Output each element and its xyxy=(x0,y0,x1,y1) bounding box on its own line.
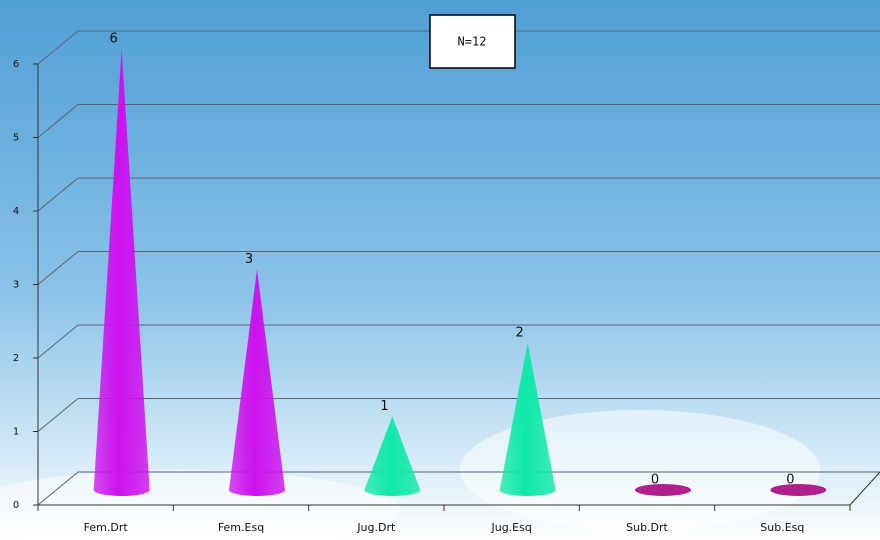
floor-edge xyxy=(849,471,880,506)
plot: 0 1 2 3 4 5 6 Fem.Drt 6 Fem.Esq 3 Jug.Drt 1 Jug.Esq 2 S… xyxy=(13,30,880,534)
value-label: 6 xyxy=(110,32,118,47)
x-tick-label: Sub.Esq xyxy=(760,521,804,534)
grid-line xyxy=(37,30,79,65)
cone xyxy=(364,416,421,497)
y-tick-label: 5 xyxy=(13,133,19,144)
x-tick-label: Fem.Drt xyxy=(84,521,129,534)
y-tick-label: 0 xyxy=(13,500,19,511)
value-label: 3 xyxy=(245,252,253,267)
cloud xyxy=(460,410,820,530)
value-label: 0 xyxy=(651,473,659,488)
y-tick-label: 3 xyxy=(13,280,19,291)
x-tick-label: Sub.Drt xyxy=(626,521,668,534)
y-tick-label: 2 xyxy=(13,353,19,364)
annotation-box xyxy=(429,14,516,69)
grid-line xyxy=(37,471,79,506)
x-tick-label: Jug.Drt xyxy=(356,521,396,534)
x-tick-label: Fem.Esq xyxy=(218,521,264,534)
grid-line xyxy=(37,177,79,212)
y-tick-label: 1 xyxy=(13,427,19,438)
grid-line xyxy=(37,398,79,432)
cone xyxy=(499,343,556,496)
cone xyxy=(93,49,150,496)
cone xyxy=(635,484,691,496)
x-tick-label: Jug.Esq xyxy=(490,521,531,534)
annotation: N=12 xyxy=(458,35,487,49)
value-label: 0 xyxy=(786,473,794,488)
cone xyxy=(770,484,827,496)
grid-line xyxy=(37,104,79,138)
value-label: 1 xyxy=(380,399,388,414)
cone xyxy=(229,269,285,496)
y-tick-label: 6 xyxy=(13,59,19,70)
grid-line xyxy=(37,324,79,359)
y-tick-label: 4 xyxy=(13,206,19,217)
grid-line xyxy=(37,251,79,285)
value-label: 2 xyxy=(516,326,524,341)
